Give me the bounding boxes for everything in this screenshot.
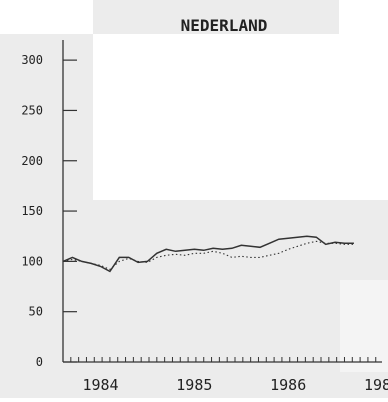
panel-mid (93, 200, 388, 372)
y-ticks: 0 50 100 150 200 250 300 (21, 53, 77, 369)
x-tick-label: 1987 (364, 376, 388, 394)
y-tick-label: 0 (36, 355, 43, 369)
y-tick-label: 250 (21, 103, 43, 117)
y-tick-label: 100 (21, 254, 43, 268)
x-tick-label: 1985 (176, 376, 212, 394)
x-tick-label: 1986 (270, 376, 306, 394)
series-line-2 (62, 240, 354, 271)
y-tick-label: 50 (29, 305, 43, 319)
panel-right-fade (340, 280, 388, 372)
series-line-1 (62, 235, 354, 273)
y-tick-label: 300 (21, 53, 43, 67)
chart-title: NEDERLAND (181, 16, 268, 35)
panel-top (93, 0, 339, 34)
x-ticks: 1984 1985 1986 1987 (62, 357, 388, 394)
panel-left (0, 34, 93, 372)
y-tick-label: 150 (21, 204, 43, 218)
series-layer (62, 235, 354, 273)
y-tick-label: 200 (21, 154, 43, 168)
x-tick-label: 1984 (82, 376, 118, 394)
panel-bottom (0, 372, 388, 398)
